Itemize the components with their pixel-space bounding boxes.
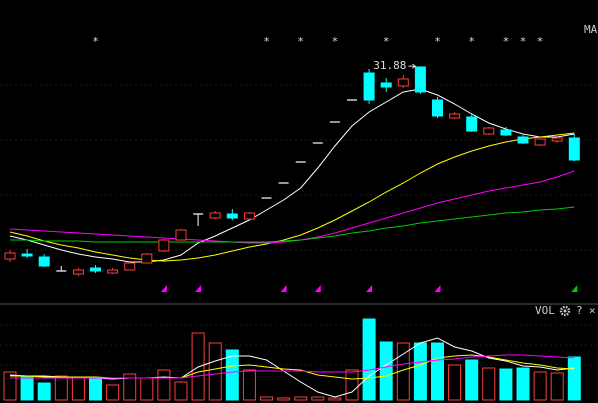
signal-marker bbox=[434, 285, 441, 292]
volume-bar bbox=[294, 396, 308, 401]
volume-bar bbox=[174, 381, 188, 401]
candle-body bbox=[141, 253, 153, 264]
signal-marker bbox=[195, 285, 202, 292]
candle-body bbox=[397, 78, 409, 87]
ma-label: MA bbox=[584, 23, 598, 36]
signal-marker bbox=[314, 285, 321, 292]
volume-bar bbox=[20, 375, 34, 401]
limit-flag: * bbox=[434, 35, 441, 48]
volume-bar bbox=[567, 356, 581, 401]
candle-body bbox=[175, 229, 187, 241]
volume-bar bbox=[260, 396, 273, 401]
candle-body bbox=[21, 253, 33, 257]
volume-bar bbox=[516, 367, 530, 401]
volume-bar bbox=[71, 376, 85, 401]
limit-flag: * bbox=[503, 35, 510, 48]
candle-body bbox=[517, 136, 529, 144]
limit-flag: * bbox=[332, 35, 339, 48]
volume-bar bbox=[311, 396, 325, 401]
volume-bar bbox=[123, 373, 137, 401]
signal-marker bbox=[160, 285, 167, 292]
volume-bar bbox=[431, 342, 444, 401]
plot: * * * * * * * * * * 31.88 bbox=[3, 35, 581, 401]
volume-bar bbox=[157, 369, 171, 401]
candle-body bbox=[90, 267, 101, 272]
limit-flag: * bbox=[468, 35, 475, 48]
volume-bar bbox=[225, 349, 239, 401]
volume-ma-line bbox=[10, 354, 575, 379]
volume-bar bbox=[345, 369, 359, 401]
volume-bar bbox=[328, 397, 342, 401]
high-arrow-head bbox=[412, 63, 417, 69]
limit-flag: * bbox=[383, 35, 390, 48]
volume-bar bbox=[3, 371, 17, 401]
candle-body bbox=[38, 256, 50, 267]
candle-body bbox=[483, 127, 495, 135]
volume-bar bbox=[499, 368, 513, 401]
candle-body bbox=[363, 72, 375, 101]
close-icon[interactable]: × bbox=[589, 304, 596, 317]
signal-marker bbox=[280, 285, 287, 292]
volume-bar bbox=[482, 367, 496, 401]
candle-body bbox=[4, 252, 16, 260]
volume-bar bbox=[533, 371, 547, 401]
ma-line bbox=[9, 132, 575, 262]
candle-body bbox=[124, 262, 136, 271]
signal-marker bbox=[571, 285, 578, 292]
volume-bar bbox=[379, 341, 393, 401]
candle-body bbox=[568, 137, 580, 161]
ma-line bbox=[10, 206, 575, 243]
candle-body bbox=[432, 99, 443, 117]
limit-flag: * bbox=[92, 35, 99, 48]
candle-body bbox=[226, 213, 238, 219]
volume-bar bbox=[37, 382, 51, 401]
candle-body bbox=[158, 239, 170, 252]
candle-body bbox=[449, 113, 461, 119]
candle-body bbox=[380, 82, 392, 88]
volume-bar bbox=[277, 397, 291, 401]
candle-body bbox=[500, 129, 512, 136]
limit-flag: * bbox=[263, 35, 270, 48]
volume-bar bbox=[208, 342, 222, 401]
candle-body bbox=[72, 269, 84, 275]
volume-bar bbox=[106, 384, 120, 401]
limit-flag: * bbox=[520, 35, 527, 48]
volume-bar bbox=[242, 369, 256, 401]
limit-flag: * bbox=[297, 35, 304, 48]
settings-icon[interactable] bbox=[559, 305, 571, 317]
high-label: 31.88 bbox=[373, 59, 406, 72]
volume-bar bbox=[448, 364, 462, 401]
help-icon[interactable]: ? bbox=[576, 304, 583, 317]
volume-bar bbox=[89, 377, 102, 401]
volume-bar bbox=[362, 318, 376, 401]
candle-body bbox=[243, 212, 255, 220]
volume-bar bbox=[550, 372, 564, 401]
candle-body bbox=[466, 116, 478, 132]
candle-body bbox=[107, 269, 119, 274]
limit-flag: * bbox=[537, 35, 544, 48]
vol-title: VOL bbox=[535, 304, 555, 317]
candle-body bbox=[551, 137, 563, 142]
volume-bar bbox=[54, 375, 68, 401]
candle-body bbox=[209, 212, 221, 219]
volume-bar bbox=[396, 342, 410, 401]
signal-marker bbox=[366, 285, 373, 292]
candle-body bbox=[534, 138, 546, 146]
volume-bar bbox=[413, 342, 427, 401]
volume-bar bbox=[140, 377, 154, 401]
ma-line bbox=[9, 88, 575, 263]
candle-body bbox=[414, 66, 426, 93]
volume-bar bbox=[465, 359, 479, 401]
